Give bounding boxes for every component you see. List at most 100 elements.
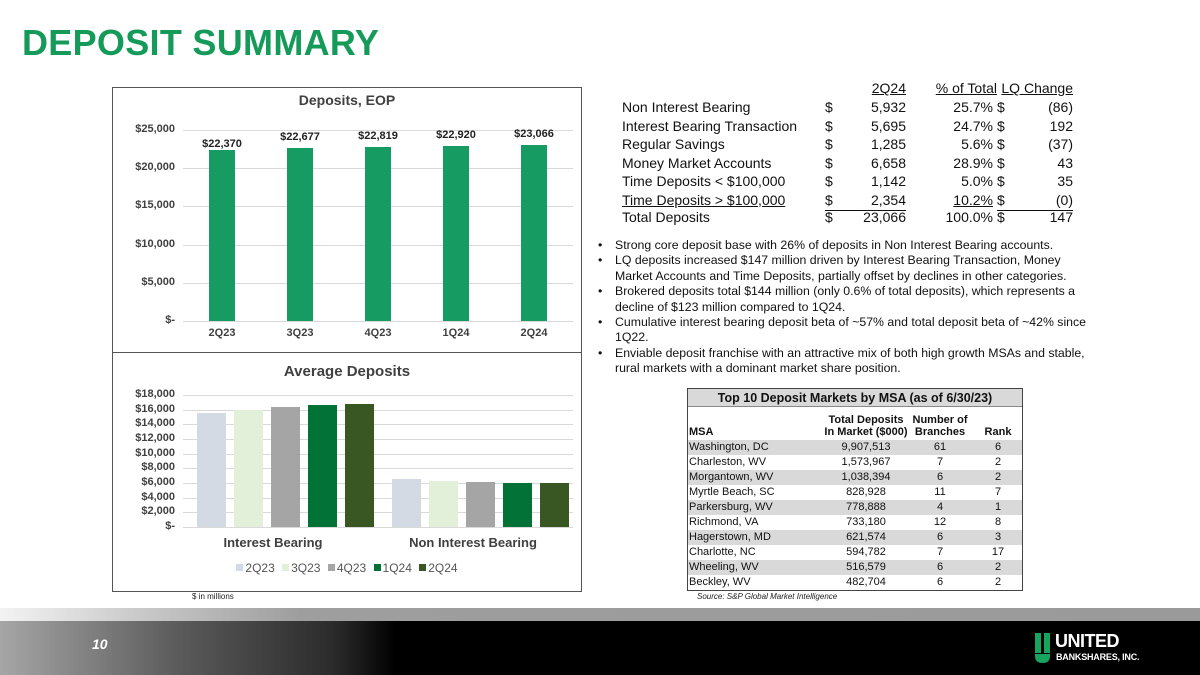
average-deposits-chart: Average Deposits $18,000 $16,000 $14,000… xyxy=(112,352,582,592)
footer-band xyxy=(0,608,1200,621)
gridline xyxy=(183,321,573,322)
bullet-item: Enviable deposit franchise with an attra… xyxy=(598,346,1098,377)
legend-swatch-icon xyxy=(373,564,381,571)
y-axis-label: $8,000 xyxy=(141,461,175,474)
y-axis-label: $6,000 xyxy=(141,476,175,488)
table-row: Myrtle Beach, SC 828,928 11 7 xyxy=(689,486,1002,498)
table-row: Wheeling, WV 516,579 6 2 xyxy=(688,560,1022,575)
bar xyxy=(540,483,569,527)
source-footnote: Source: S&P Global Market Intelligence xyxy=(697,592,838,601)
y-axis-label: $12,000 xyxy=(135,432,175,444)
x-axis-label: 2Q23 xyxy=(208,327,236,339)
column-header: Total Deposits In Market ($000) xyxy=(824,414,908,438)
page-title: DEPOSIT SUMMARY xyxy=(22,22,380,63)
table-row: Charlotte, NC 594,782 7 17 xyxy=(689,546,1005,558)
units-footnote: $ in millions xyxy=(192,592,234,601)
data-label: $22,920 xyxy=(436,128,476,141)
x-axis-label: 4Q23 xyxy=(364,327,392,339)
column-header: Rank xyxy=(984,426,1012,438)
legend-item: 4Q23 xyxy=(327,561,366,575)
gridline xyxy=(183,468,573,470)
bar xyxy=(521,144,547,321)
y-axis-label: $10,000 xyxy=(135,237,175,250)
bar xyxy=(503,483,532,527)
table-header-row: 2Q24 % of Total LQ Change xyxy=(618,80,1083,100)
table-row: Time Deposits > $100,000 $ 2,354 10.2% $… xyxy=(618,192,1083,212)
y-axis-label: $14,000 xyxy=(135,417,175,430)
legend-swatch-icon xyxy=(282,564,290,571)
bullet-item: Strong core deposit base with 26% of dep… xyxy=(598,238,1098,254)
key-points-list: Strong core deposit base with 26% of dep… xyxy=(598,238,1098,377)
data-label: $23,066 xyxy=(514,127,554,140)
legend-swatch-icon xyxy=(419,564,427,571)
chart-title: Average Deposits xyxy=(283,363,411,380)
column-header: % of Total xyxy=(935,80,997,96)
footer-bar xyxy=(0,621,1200,675)
data-label: $22,819 xyxy=(358,129,398,142)
y-axis-label: $- xyxy=(165,314,175,326)
column-header: LQ Change xyxy=(1001,80,1073,96)
table-row: Time Deposits < $100,000 $ 1,142 5.0% $ … xyxy=(622,173,1073,189)
data-label: $22,370 xyxy=(202,138,242,151)
table-row: Parkersburg, WV 778,888 4 1 xyxy=(688,500,1022,515)
y-axis-label: $5,000 xyxy=(141,275,175,288)
underline-divider xyxy=(997,209,1073,211)
gridline xyxy=(183,439,573,440)
x-axis-label: 1Q24 xyxy=(442,327,470,339)
bar xyxy=(197,413,226,527)
table-row-total: Total Deposits $ 23,066 100.0% $ 147 xyxy=(622,209,1073,225)
gridline xyxy=(183,453,573,455)
legend-item: 2Q23 xyxy=(236,561,275,575)
table-row: Beckley, WV 482,704 6 2 xyxy=(689,576,1002,588)
bar xyxy=(271,406,300,527)
table-row: Non Interest Bearing $ 5,932 25.7% $ (86… xyxy=(622,99,1073,115)
gridline xyxy=(183,483,573,484)
deposits-eop-chart: Deposits, EOP $25,000 $20,000 $15,000 $1… xyxy=(112,87,582,353)
legend-item: 1Q24 xyxy=(373,561,412,575)
table-row: Washington, DC 9,907,513 61 6 xyxy=(688,440,1022,455)
legend-item: 2Q24 xyxy=(419,561,458,575)
table-row: Charleston, WV 1,573,967 7 2 xyxy=(689,456,1002,468)
table-row: Money Market Accounts $ 6,658 28.9% $ 43 xyxy=(622,154,1073,171)
category-label: Interest Bearing xyxy=(223,535,323,550)
y-axis-label: $18,000 xyxy=(135,388,175,400)
bar xyxy=(466,481,495,527)
bar xyxy=(308,404,337,527)
bar xyxy=(365,146,391,321)
bullet-item: Cumulative interest bearing deposit beta… xyxy=(598,315,1098,346)
y-axis-label: $- xyxy=(165,520,175,532)
gridline xyxy=(183,409,573,411)
top-msa-table: Top 10 Deposit Markets by MSA (as of 6/3… xyxy=(687,388,1023,591)
chart-legend: 2Q23 3Q23 4Q23 1Q24 2Q24 xyxy=(113,561,581,575)
x-axis-label: 3Q23 xyxy=(286,327,314,339)
table-row: Richmond, VA 733,180 12 8 xyxy=(689,516,1002,528)
gridline xyxy=(183,512,573,514)
legend-swatch-icon xyxy=(327,564,335,571)
bar xyxy=(392,479,421,527)
table-row: Regular Savings $ 1,285 5.6% $ (37) xyxy=(622,136,1073,152)
legend-item: 3Q23 xyxy=(282,561,320,575)
underline-divider xyxy=(825,209,906,211)
bar xyxy=(443,145,469,321)
data-label: $22,677 xyxy=(280,130,320,143)
column-header: MSA xyxy=(689,426,714,438)
bar xyxy=(287,147,313,321)
table-title: Top 10 Deposit Markets by MSA (as of 6/3… xyxy=(688,389,1022,407)
gridline xyxy=(183,527,573,528)
chart-title: Deposits, EOP xyxy=(298,92,396,108)
gridline xyxy=(183,424,573,426)
bar xyxy=(345,404,374,527)
logo-text: UNITED xyxy=(1055,631,1120,651)
logo-subtext: BANKSHARES, INC. xyxy=(1056,652,1140,662)
column-header: 2Q24 xyxy=(871,80,906,96)
y-axis-label: $16,000 xyxy=(135,402,175,415)
bar xyxy=(234,409,263,527)
bar xyxy=(429,480,458,527)
y-axis-label: $10,000 xyxy=(135,446,175,459)
bullet-item: Brokered deposits total $144 million (on… xyxy=(598,284,1098,315)
y-axis-label: $2,000 xyxy=(141,505,175,518)
gridline xyxy=(183,130,573,131)
legend-swatch-icon xyxy=(236,564,244,571)
column-header: Number of Branches xyxy=(912,414,968,438)
y-axis-label: $15,000 xyxy=(135,199,175,212)
